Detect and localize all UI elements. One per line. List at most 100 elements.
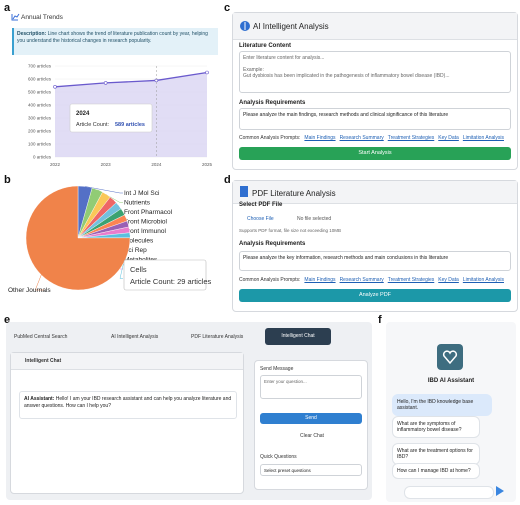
tooltip-value: 589 articles [115,122,145,128]
x-tick-label: 2022 [50,162,61,167]
prompt-link[interactable]: Research Summary [339,135,384,141]
prompt-link[interactable]: Limitation Analysis [462,277,504,283]
file-hint: Supports PDF format, file size not excee… [239,228,342,233]
quick-select[interactable]: Select preset questions [260,464,362,476]
tab[interactable]: PubMed Central Search [14,334,68,340]
question-message[interactable]: What are the treatment options for IBD? [392,443,480,465]
send-card: Send Message Enter your question... Send… [254,360,368,490]
chat-page: PubMed Central Search AI Intelligent Ana… [6,322,372,500]
question-input[interactable]: Enter your question... [260,375,362,399]
message-text: Hello! I am your IBD research assistant … [24,396,232,409]
prompt-row: Common Analysis Prompts: Main Findings Res… [239,277,504,283]
y-tick-label: 0 articles [33,155,52,160]
prompt-link[interactable]: Treatment Strategies [387,277,435,283]
card-header [233,181,517,204]
chat-input[interactable] [404,486,494,499]
slice-label: Front Microbiol [124,219,168,226]
tooltip [123,259,207,291]
slice-label: Int J Mol Sci [124,190,159,197]
send-icon[interactable] [496,486,504,496]
description: Description: Line chart shows the trend … [17,31,213,45]
tab[interactable]: PDF Literature Analysis [191,334,244,340]
question-message[interactable]: What are the symptoms of inflammatory bo… [392,416,480,438]
slice-label: Other Journals [8,287,51,294]
prompt-link[interactable]: Main Findings [304,135,336,141]
icon [240,186,248,197]
prompt-row: Common Analysis Prompts: Main Findings Res… [239,135,504,141]
description-label: Description: [17,31,47,37]
tooltip-text: Article Count: 29 articles [130,277,212,286]
tooltip [69,103,153,133]
point [53,85,57,89]
panel-label: c [224,2,231,14]
pdf-analysis-card: PDF Literature Analysis Select PDF File … [232,180,518,312]
mobile-chat: IBD AI Assistant Hello, I'm the IBD know… [386,322,516,502]
y-tick-label: 100 articles [28,142,52,147]
y-tick-label: 600 articles [28,77,52,82]
prompt-link[interactable]: Key Data [438,135,459,141]
slice-label: Front Immunol [124,228,166,235]
x-tick-label: 2024 [151,162,162,167]
tooltip-title: 2024 [76,111,90,117]
analyze-button[interactable]: Analyze PDF [239,289,511,302]
prompt-link[interactable]: Key Data [438,277,459,283]
y-tick-label: 700 articles [28,64,52,69]
assistant-title: IBD AI Assistant [427,378,475,384]
panel-label: d [224,174,231,186]
send-button[interactable]: Send [260,413,362,424]
point [103,81,108,85]
icon [240,21,250,31]
prompt-link[interactable]: Treatment Strategies [387,135,435,141]
app-icon [437,344,463,370]
point [205,70,209,75]
slice-label: Front Pharmacol [124,209,173,216]
y-tick-label: 200 articles [28,129,52,134]
y-tick-label: 300 articles [28,116,52,121]
prompt-link[interactable]: Limitation Analysis [462,135,504,141]
slice-label: Sci Rep [124,247,147,254]
journal-pie: Int J Mol Sci Nutrients Front Pharmacol Fro… [8,185,212,294]
start-button[interactable]: Start Analysis [239,147,511,160]
x-tick-label: 2023 [101,162,112,167]
question-message[interactable]: How can I manage IBD at home? [392,463,480,479]
ai-analysis-card: AI Intelligent Analysis Literature Conte… [232,12,518,170]
field-label: Analysis Requirements [239,100,306,106]
send-title: Send Message [260,366,294,372]
tab-active[interactable]: Intelligent Chat [265,328,331,345]
description-text: Line chart shows the trend of literature… [17,31,208,44]
trend-chart: Annual Trends 0 articles 100 articles 200 … [11,13,218,167]
content-textarea[interactable]: Enter literature content for analysis...… [239,51,511,93]
prompt-label: Common Analysis Prompts: [239,135,301,141]
panel-label: e [4,314,11,326]
chat-message: AI Assistant: Hello! I am your IBD resea… [19,391,237,419]
description-bar [12,28,14,55]
quick-title: Quick Questions [260,454,297,460]
card-title: PDF Literature Analysis [252,189,336,198]
requirement-textarea[interactable]: Please analyze the main findings, resear… [239,108,511,130]
tooltip-label: Article Count: [76,122,109,128]
card-title: AI Intelligent Analysis [253,22,329,31]
prompt-link[interactable]: Main Findings [304,277,336,283]
line [54,71,208,88]
x-tick-label: 2025 [202,162,213,167]
chat-title: Intelligent Chat [25,358,62,364]
clear-button[interactable]: Clear Chat [300,433,324,439]
pie-slice [25,185,131,291]
y-tick-label: 500 articles [28,90,52,95]
description-box [12,28,218,55]
card-header [11,353,243,370]
tooltip-title: Cells [130,265,147,274]
chat-card: Intelligent Chat AI Assistant: Hello! I … [10,352,244,494]
leader-line [85,186,123,194]
leader-line [34,274,44,291]
prompt-link[interactable]: Research Summary [339,277,384,283]
panel-label: f [378,314,382,326]
field-label: Analysis Requirements [239,241,306,247]
tab[interactable]: AI Intelligent Analysis [111,334,159,340]
prompt-label: Common Analysis Prompts: [239,277,301,283]
requirement-textarea[interactable]: Please analyze the key information, rese… [239,251,511,271]
y-tick-label: 400 articles [28,103,52,108]
choose-file[interactable]: Choose File [247,216,274,222]
file-status: No file selected [297,216,332,222]
section-title: Annual Trends [21,14,64,21]
